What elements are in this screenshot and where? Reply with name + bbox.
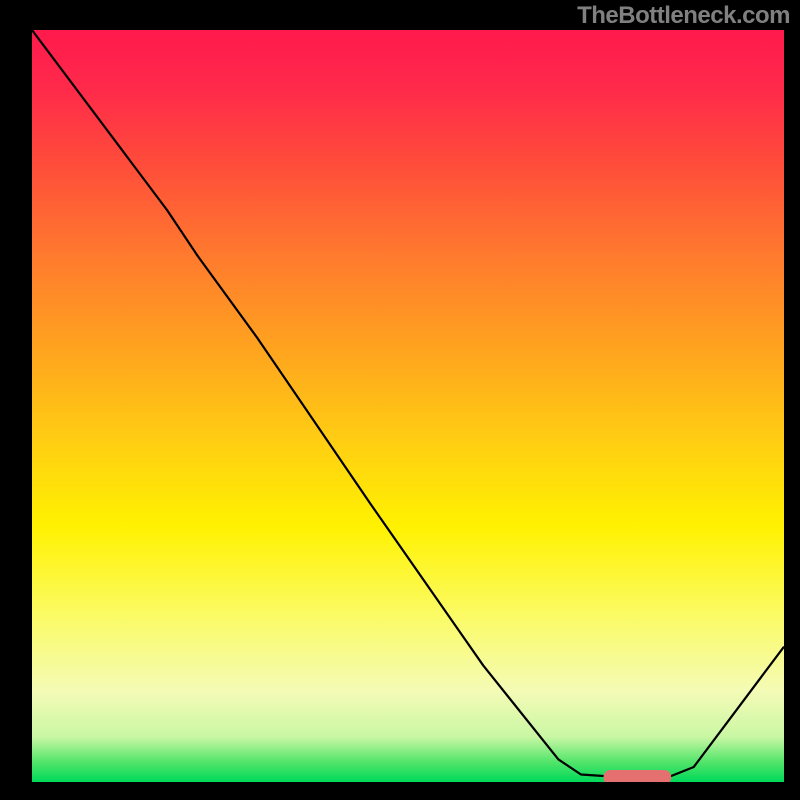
chart-frame: TheBottleneck.com [0, 0, 800, 800]
optimal-marker [604, 770, 672, 782]
chart-svg [32, 30, 784, 782]
gradient-background [32, 30, 784, 782]
watermark-text: TheBottleneck.com [577, 2, 790, 30]
plot-area [32, 30, 784, 782]
x-axis [16, 782, 784, 798]
y-axis [16, 30, 32, 798]
